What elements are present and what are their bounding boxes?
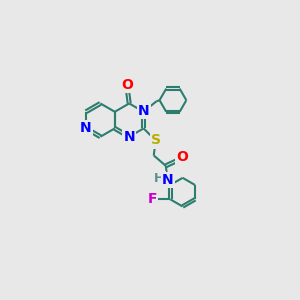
Text: O: O — [176, 150, 188, 164]
Text: N: N — [80, 122, 92, 135]
Text: N: N — [162, 173, 173, 187]
Text: N: N — [123, 130, 135, 144]
Text: N: N — [138, 104, 149, 118]
Text: O: O — [122, 78, 133, 92]
Text: F: F — [148, 192, 157, 206]
Text: H: H — [154, 172, 165, 185]
Text: S: S — [151, 134, 160, 147]
